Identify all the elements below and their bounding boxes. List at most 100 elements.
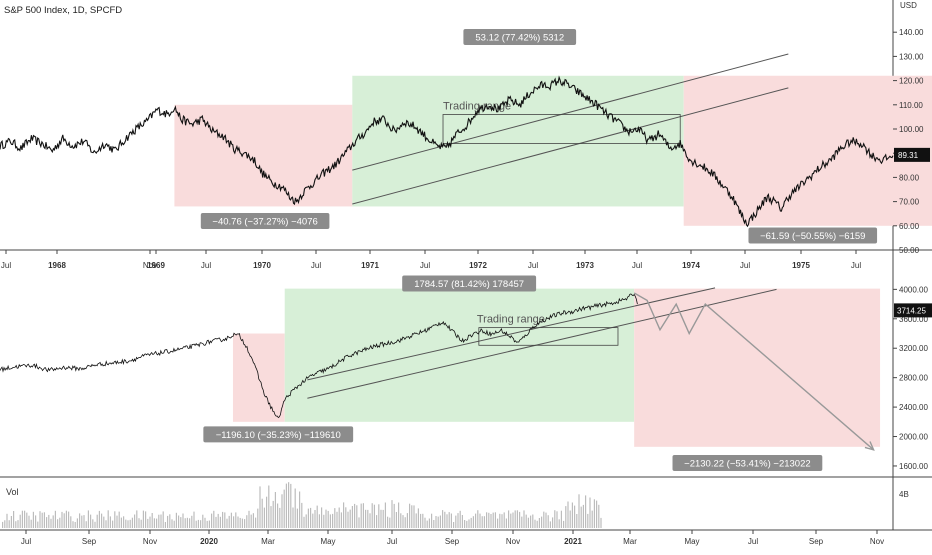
projection-path <box>633 292 875 451</box>
volume-bar <box>580 506 582 528</box>
volume-bar <box>426 520 428 528</box>
top-x-tick-label-11: 1973 <box>576 261 594 270</box>
top-current-price: 89.31 <box>898 151 919 160</box>
volume-bar <box>384 502 386 528</box>
volume-bar <box>101 513 103 528</box>
volume-bar <box>479 513 481 528</box>
mid-y-tick-label-4: 3200.00 <box>899 344 928 353</box>
volume-bar <box>365 509 367 528</box>
volume-bar <box>435 516 437 528</box>
volume-bar <box>549 521 551 528</box>
volume-bar <box>486 512 488 528</box>
volume-bar <box>413 505 415 528</box>
current-panel[interactable]: Trading range 1784.57 (81.42%) 178457 −11… <box>0 275 881 472</box>
volume-bar <box>373 504 375 528</box>
volume-bar <box>43 512 45 528</box>
volume-bar <box>178 515 180 528</box>
volume-bar <box>140 519 142 528</box>
volume-bar <box>24 510 26 528</box>
volume-bar <box>543 511 545 528</box>
volume-bar <box>492 512 494 528</box>
top-x-tick-label-3: 1969 <box>147 261 165 270</box>
volume-bar <box>8 520 10 528</box>
volume-bar <box>261 498 263 528</box>
historical-panel[interactable]: Trading range 53.12 (77.42%) 5312−40.76 … <box>0 29 932 244</box>
volume-bar <box>450 513 452 528</box>
volume-bar <box>563 520 565 528</box>
volume-bar <box>233 516 235 528</box>
volume-bar <box>149 516 151 528</box>
volume-bar <box>409 503 411 528</box>
volume-bar <box>415 513 417 528</box>
volume-bar <box>277 503 279 528</box>
volume-bar <box>257 508 259 528</box>
volume-bar <box>167 515 169 528</box>
bottom-x-tick-label-2: Nov <box>143 537 157 546</box>
volume-bar <box>556 511 558 528</box>
mid-y-tick-label-3: 2800.00 <box>899 374 928 383</box>
volume-bar <box>131 517 133 528</box>
volume-bar <box>186 517 188 528</box>
volume-bar <box>136 510 138 528</box>
volume-bars-layer <box>2 482 602 528</box>
bottom-x-tick-label-8: Nov <box>506 537 520 546</box>
volume-bar <box>354 503 356 528</box>
volume-bar <box>406 513 408 528</box>
volume-bar <box>424 517 426 528</box>
bottom-x-tick-label-1: Sep <box>82 537 97 546</box>
volume-bar <box>204 517 206 528</box>
change-badge-1 <box>200 212 330 229</box>
volume-bar <box>545 512 547 528</box>
volume-bar <box>448 512 450 528</box>
volume-bar <box>129 519 131 528</box>
change-badge-text-1: −40.76 (−37.27%) −4076 <box>212 216 317 227</box>
volume-bar <box>527 517 529 528</box>
volume-bar <box>156 518 158 528</box>
top-y-tick-label-1: 60.00 <box>899 222 920 231</box>
volume-bar <box>250 514 252 528</box>
top-x-tick-label-8: Jul <box>420 261 430 270</box>
top-channel-layer <box>352 53 789 205</box>
volume-bar <box>50 518 52 528</box>
volume-bar <box>123 516 125 528</box>
volume-bar <box>195 520 197 528</box>
volume-bar <box>252 513 254 528</box>
volume-bar <box>46 517 48 528</box>
volume-bar <box>169 514 171 528</box>
volume-panel[interactable] <box>2 482 602 528</box>
change-badge-text-2: −2130.22 (−53.41%) −213022 <box>684 459 811 470</box>
volume-bar <box>208 520 210 528</box>
volume-bar <box>15 521 17 528</box>
volume-bar <box>334 508 336 528</box>
volume-bar <box>343 502 345 528</box>
volume-bar <box>235 512 237 528</box>
top-y-tick-label-3: 80.00 <box>899 173 920 182</box>
top-x-tick-label-14: Jul <box>740 261 750 270</box>
volume-bar <box>459 510 461 528</box>
volume-bar <box>241 518 243 528</box>
volume-bar <box>142 510 144 528</box>
volume-bar <box>358 517 360 528</box>
symbol-title[interactable]: S&P 500 Index, 1D, SPCFD <box>4 5 122 16</box>
volume-bar <box>314 510 316 528</box>
volume-bar <box>226 518 228 528</box>
volume-bar <box>323 514 325 528</box>
volume-bar <box>4 520 6 528</box>
volume-bar <box>175 512 177 528</box>
volume-bar <box>367 509 369 528</box>
top-x-tick-label-9: 1972 <box>469 261 487 270</box>
volume-bar <box>107 510 109 528</box>
bottom-x-tick-label-0: Jul <box>21 537 31 546</box>
volume-bar <box>576 514 578 528</box>
volume-bar <box>464 520 466 528</box>
volume-bar <box>468 519 470 528</box>
volume-bar <box>211 513 213 528</box>
bottom-x-tick-label-7: Sep <box>445 537 460 546</box>
volume-bar <box>57 519 59 528</box>
volume-bar <box>76 518 78 528</box>
zone-bear-2 <box>683 75 932 226</box>
volume-bar <box>39 511 41 528</box>
volume-bar <box>356 505 358 528</box>
volume-bar <box>224 512 226 528</box>
